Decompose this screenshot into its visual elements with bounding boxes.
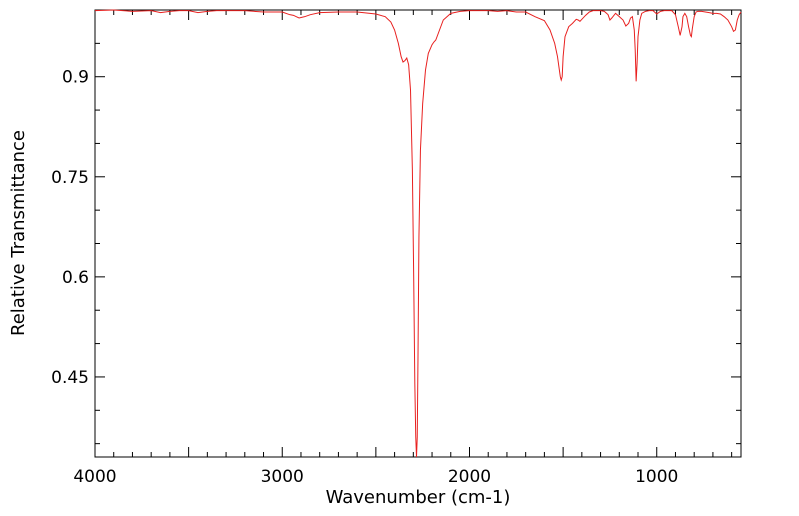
x-tick-label: 4000 <box>73 467 116 487</box>
x-tick-label: 3000 <box>261 467 304 487</box>
y-tick-label: 0.75 <box>51 168 89 188</box>
series-line-transmittance <box>94 9 742 458</box>
y-axis-tick-labels: 0.9 0.75 0.6 0.45 <box>51 68 89 388</box>
y-tick-label: 0.9 <box>62 68 89 88</box>
x-axis-tick-labels: 4000 3000 2000 1000 <box>73 467 678 487</box>
y-axis-title: Relative Transmittance <box>8 130 29 336</box>
y-tick-label: 0.45 <box>51 368 89 388</box>
y-tick-label: 0.6 <box>62 268 89 288</box>
x-axis-title: Wavenumber (cm-1) <box>326 487 511 508</box>
plot-area-frame <box>94 9 742 458</box>
x-axis-ticks <box>94 10 733 457</box>
x-tick-label: 1000 <box>635 467 678 487</box>
x-tick-label: 2000 <box>448 467 491 487</box>
y-axis-ticks <box>95 9 741 445</box>
